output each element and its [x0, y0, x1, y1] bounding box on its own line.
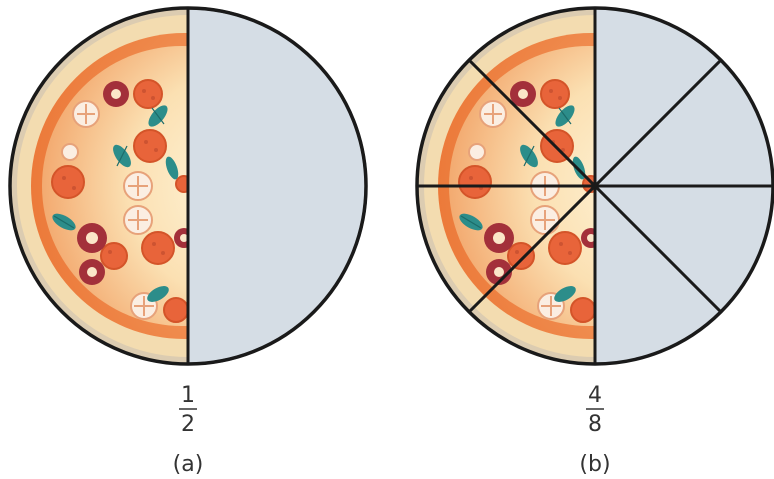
- panel-a-label: (a): [173, 452, 204, 477]
- slice-cut-lines: [417, 8, 773, 364]
- fraction-b-denominator: 8: [588, 412, 602, 437]
- panel-b-eighths-pizza: 4 8 (b): [415, 6, 774, 477]
- panel-a-half-pizza: 1 2 (a): [10, 8, 366, 477]
- fraction-a-denominator: 2: [181, 412, 195, 437]
- fraction-b-numerator: 4: [588, 383, 602, 408]
- empty-half-slice: [186, 6, 368, 366]
- fraction-a-numerator: 1: [181, 383, 195, 408]
- cut-line-diagonal-2: [468, 59, 722, 313]
- panel-b-label: (b): [579, 452, 610, 477]
- circle-outline: [415, 6, 774, 366]
